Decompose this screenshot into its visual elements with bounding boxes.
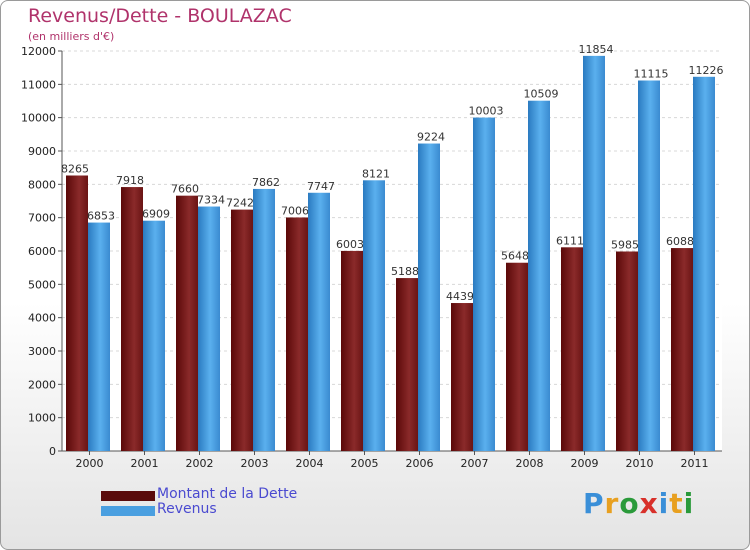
- y-tick-label: 5000: [28, 278, 56, 291]
- data-label-dette: 6111: [556, 234, 584, 247]
- y-tick-label: 4000: [28, 312, 56, 325]
- bar-revenus-2003: [253, 188, 275, 451]
- bar-dette-2008: [506, 262, 528, 451]
- x-tick-label: 2008: [516, 457, 544, 470]
- y-tick-label: 7000: [28, 212, 56, 225]
- bar-revenus-2000: [88, 222, 110, 451]
- y-tick-label: 10000: [21, 112, 56, 125]
- data-label-revenus: 7862: [252, 176, 280, 189]
- y-tick-label: 6000: [28, 245, 56, 258]
- data-label-revenus: 10509: [524, 88, 559, 101]
- chart-title: Revenus/Dette - BOULAZAC: [28, 5, 292, 27]
- bar-dette-2007: [451, 303, 473, 451]
- bar-revenus-2009: [583, 55, 605, 451]
- bar-dette-2002: [176, 195, 198, 451]
- logo-letter: P: [583, 487, 605, 520]
- logo-letter: r: [604, 487, 620, 520]
- bar-revenus-2001: [143, 220, 165, 451]
- bar-revenus-2005: [363, 180, 385, 452]
- x-tick-label: 2007: [461, 457, 489, 470]
- bar-dette-2010: [616, 251, 638, 451]
- bar-revenus-2010: [638, 80, 660, 451]
- y-tick-label: 12000: [21, 45, 56, 58]
- y-tick-label: 2000: [28, 378, 56, 391]
- y-tick-label: 9000: [28, 145, 56, 158]
- data-label-revenus: 9224: [417, 131, 445, 144]
- data-label-revenus: 11854: [579, 43, 614, 56]
- bar-dette-2003: [231, 209, 253, 451]
- logo-letter: t: [669, 487, 684, 520]
- y-tick-label: 8000: [28, 178, 56, 191]
- x-tick-label: 2011: [681, 457, 709, 470]
- bar-dette-2009: [561, 247, 583, 451]
- bar-revenus-2006: [418, 143, 440, 452]
- data-label-revenus: 11115: [634, 68, 669, 81]
- x-tick-label: 2004: [296, 457, 324, 470]
- data-label-dette: 7242: [226, 197, 254, 210]
- logo-letter: i: [683, 487, 695, 520]
- x-tick-label: 2005: [351, 457, 379, 470]
- x-tick-label: 2006: [406, 457, 434, 470]
- logo-letter: o: [619, 487, 640, 520]
- data-label-dette: 4439: [446, 290, 474, 303]
- bar-revenus-2008: [528, 100, 550, 451]
- data-label-dette: 5985: [611, 239, 639, 252]
- bar-dette-2000: [66, 175, 88, 451]
- data-label-revenus: 11226: [689, 64, 724, 77]
- data-label-dette: 8265: [61, 163, 89, 176]
- bar-revenus-2011: [693, 76, 715, 452]
- legend-swatch-revenus: [101, 506, 155, 516]
- bar-revenus-2004: [308, 192, 330, 451]
- y-tick-label: 11000: [21, 78, 56, 91]
- x-tick-label: 2003: [241, 457, 269, 470]
- legend-label-dette: Montant de la Dette: [157, 486, 298, 502]
- y-tick-label: 3000: [28, 345, 56, 358]
- x-tick-label: 2002: [186, 457, 214, 470]
- data-label-dette: 6088: [666, 235, 694, 248]
- y-tick-label: 0: [49, 445, 56, 458]
- x-tick-label: 2009: [571, 457, 599, 470]
- logo-letter: i: [658, 487, 670, 520]
- chart-subtitle: (en milliers d'€): [28, 30, 115, 43]
- legend-swatch-dette: [101, 491, 155, 501]
- data-label-revenus: 6853: [87, 210, 115, 223]
- bar-dette-2006: [396, 278, 418, 451]
- data-label-revenus: 6909: [142, 208, 170, 221]
- y-tick-label: 1000: [28, 412, 56, 425]
- data-label-dette: 5648: [501, 250, 529, 263]
- data-label-dette: 7006: [281, 204, 309, 217]
- x-tick-label: 2000: [76, 457, 104, 470]
- bar-revenus-2007: [473, 117, 495, 452]
- data-label-dette: 7660: [171, 183, 199, 196]
- data-label-dette: 6003: [336, 238, 364, 251]
- bar-revenus-2002: [198, 206, 220, 451]
- x-tick-label: 2001: [131, 457, 159, 470]
- data-label-revenus: 8121: [362, 167, 390, 180]
- data-label-dette: 7918: [116, 174, 144, 187]
- data-label-revenus: 7334: [197, 194, 225, 207]
- x-tick-label: 2010: [626, 457, 654, 470]
- bar-dette-2004: [286, 217, 308, 451]
- data-label-revenus: 10003: [469, 105, 504, 118]
- data-label-revenus: 7747: [307, 180, 335, 193]
- proxiti-logo: Proxiti: [583, 487, 694, 520]
- legend-label-revenus: Revenus: [157, 501, 217, 517]
- logo-letter: x: [639, 487, 659, 520]
- bar-dette-2005: [341, 250, 363, 451]
- data-label-dette: 5188: [391, 265, 419, 278]
- bar-dette-2011: [671, 248, 693, 451]
- bar-dette-2001: [121, 187, 143, 452]
